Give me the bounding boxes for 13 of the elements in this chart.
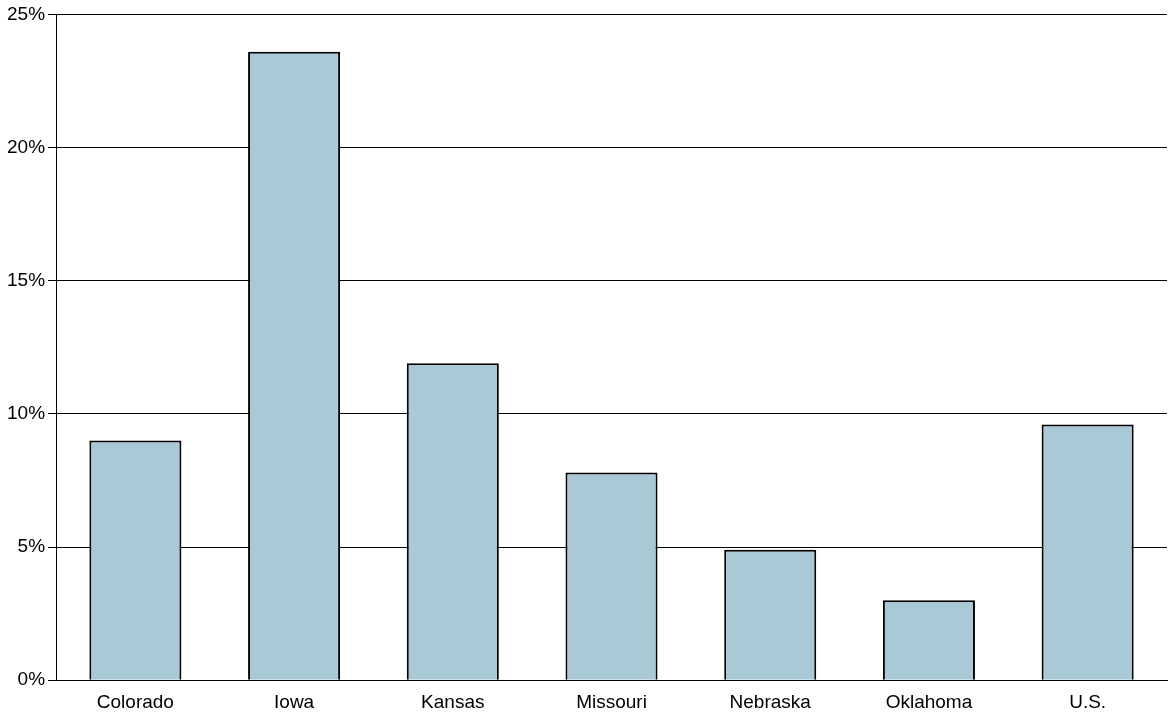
x-tick-label: Oklahoma bbox=[885, 690, 973, 712]
y-tick-label: 5% bbox=[17, 535, 46, 557]
x-tick-label: Missouri bbox=[576, 690, 647, 712]
y-tick-label: 15% bbox=[7, 268, 46, 290]
x-tick-label: Colorado bbox=[96, 690, 174, 712]
x-tick-label: Nebraska bbox=[729, 690, 812, 712]
x-tick-label: Iowa bbox=[274, 690, 315, 712]
y-tick-label: 20% bbox=[7, 135, 46, 157]
y-tick-label: 25% bbox=[7, 2, 46, 24]
x-tick-label: U.S. bbox=[1069, 690, 1107, 712]
x-tick-label: Kansas bbox=[421, 690, 485, 712]
y-tick-label: 0% bbox=[17, 668, 46, 690]
y-tick-label: 10% bbox=[7, 402, 46, 424]
